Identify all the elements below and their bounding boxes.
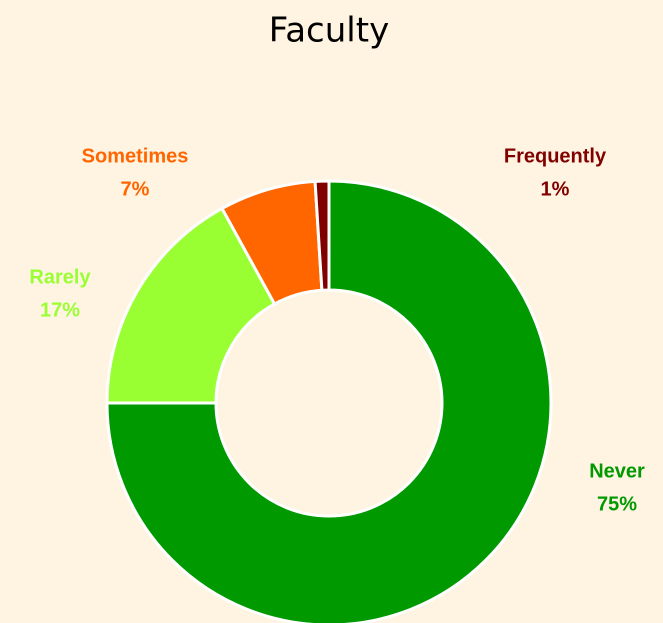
value-label: 1% bbox=[541, 178, 570, 200]
category-label: Rarely bbox=[29, 266, 91, 288]
donut-slice bbox=[105, 206, 277, 405]
category-label: Sometimes bbox=[82, 145, 189, 167]
donut-slice bbox=[313, 179, 331, 292]
chart-title: Faculty bbox=[269, 11, 389, 51]
category-label: Frequently bbox=[504, 145, 607, 167]
donut-slice bbox=[105, 179, 553, 623]
value-label: 75% bbox=[597, 493, 637, 515]
value-label: 7% bbox=[121, 178, 150, 200]
value-label: 17% bbox=[40, 299, 80, 321]
category-label: Never bbox=[589, 460, 645, 482]
